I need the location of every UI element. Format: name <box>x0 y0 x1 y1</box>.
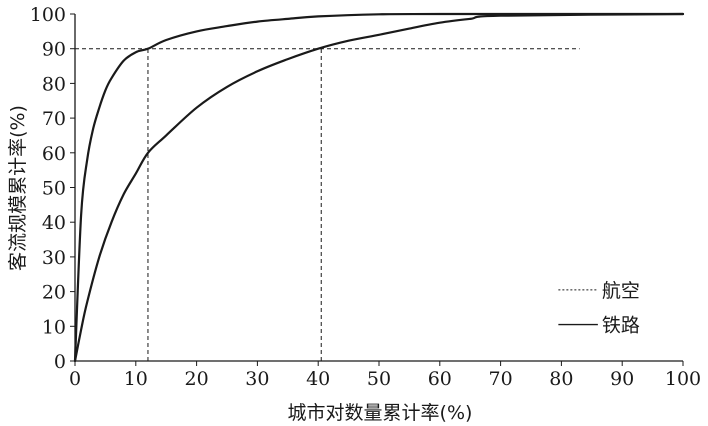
y-tick-label: 90 <box>42 39 66 61</box>
y-tick-label: 70 <box>42 108 66 130</box>
x-tick-label: 40 <box>306 368 330 390</box>
x-tick-label: 80 <box>549 368 573 390</box>
x-tick-label: 60 <box>428 368 452 390</box>
x-tick-label: 10 <box>124 368 148 390</box>
y-tick-label: 50 <box>42 178 66 200</box>
y-tick-label: 40 <box>42 212 66 234</box>
y-tick-label: 30 <box>42 247 66 269</box>
y-tick-label: 20 <box>42 282 66 304</box>
y-tick-label: 80 <box>42 73 66 95</box>
x-tick-label: 20 <box>185 368 209 390</box>
y-tick-label: 0 <box>54 351 66 373</box>
x-tick-label: 70 <box>489 368 513 390</box>
y-axis-label: 客流规模累计率(%) <box>7 105 29 271</box>
y-tick-label: 60 <box>42 143 66 165</box>
x-tick-label: 90 <box>610 368 634 390</box>
axes <box>74 14 683 362</box>
x-tick-label: 50 <box>367 368 391 390</box>
series-lines <box>73 12 685 363</box>
y-tick-label: 10 <box>42 316 66 338</box>
reference-lines <box>75 48 580 361</box>
x-axis-label: 城市对数量累计率(%) <box>288 402 473 424</box>
ticks: 0 10 20 30 40 50 60 70 80 90 100 0 10 20 30 40 50 60 70 80 9… <box>30 4 701 390</box>
series-line-1 <box>73 12 685 363</box>
series-line-2 <box>73 12 685 363</box>
x-tick-label: 30 <box>245 368 269 390</box>
legend-label-2: 铁路 <box>602 315 640 337</box>
x-tick-label: 0 <box>69 368 81 390</box>
x-tick-label: 100 <box>665 368 701 390</box>
y-tick-label: 100 <box>30 4 66 26</box>
legend-label-1: 航空 <box>602 280 640 302</box>
